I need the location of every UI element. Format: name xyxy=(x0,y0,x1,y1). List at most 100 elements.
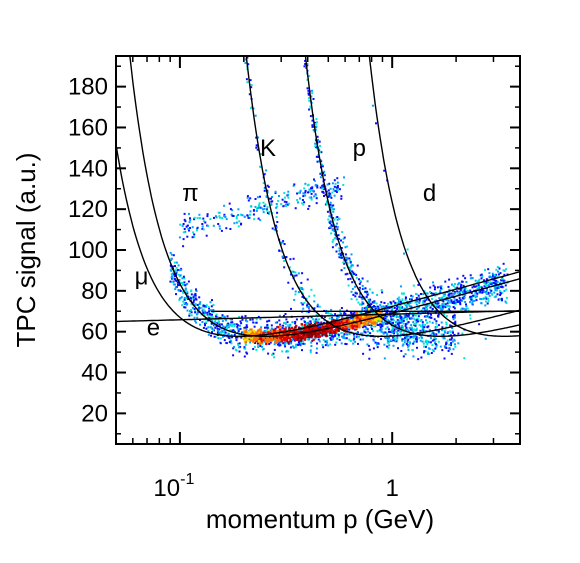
density-point xyxy=(237,324,239,327)
density-core-point xyxy=(296,330,299,333)
density-point xyxy=(422,326,425,329)
density-point xyxy=(328,182,331,185)
density-point xyxy=(355,292,358,295)
density-point xyxy=(304,182,307,185)
density-point xyxy=(501,291,504,294)
density-point xyxy=(171,277,173,280)
density-point xyxy=(307,306,310,308)
density-point xyxy=(407,321,410,324)
density-point xyxy=(214,335,217,338)
density-point xyxy=(424,299,426,302)
density-point xyxy=(372,339,375,342)
density-core-point xyxy=(252,329,255,333)
density-core-point xyxy=(251,331,254,334)
density-point xyxy=(304,189,307,192)
density-point xyxy=(440,333,443,336)
density-point xyxy=(314,123,317,125)
density-point xyxy=(328,194,331,197)
density-point xyxy=(188,229,190,232)
density-point xyxy=(480,302,483,305)
density-core-point xyxy=(295,324,298,328)
density-point xyxy=(483,285,486,288)
density-core-point xyxy=(372,321,376,324)
density-point xyxy=(308,75,311,78)
density-point xyxy=(435,320,438,323)
density-point xyxy=(407,346,409,349)
density-point xyxy=(193,218,196,221)
density-point xyxy=(352,342,355,345)
density-point xyxy=(388,344,391,347)
density-point xyxy=(454,283,456,286)
density-point xyxy=(344,342,347,345)
density-point xyxy=(402,338,405,340)
density-point xyxy=(243,355,246,358)
density-point xyxy=(281,241,284,244)
density-point xyxy=(446,339,449,342)
density-point xyxy=(396,331,399,333)
density-point xyxy=(241,214,244,217)
density-point xyxy=(238,315,241,318)
density-core-point xyxy=(355,317,359,321)
density-point xyxy=(432,303,435,306)
density-core-point xyxy=(310,329,313,332)
density-point xyxy=(405,318,408,321)
density-core-point xyxy=(273,328,276,332)
density-point xyxy=(474,291,477,294)
density-point xyxy=(279,323,282,326)
density-point xyxy=(395,340,398,343)
density-point xyxy=(381,325,384,328)
density-core-point xyxy=(379,318,382,321)
density-point xyxy=(418,299,421,302)
density-point xyxy=(307,89,310,92)
density-point xyxy=(435,309,438,312)
density-point xyxy=(232,323,235,326)
density-core-point xyxy=(299,336,302,339)
density-core-point xyxy=(288,327,292,331)
density-point xyxy=(499,272,502,275)
density-core-point xyxy=(340,321,343,324)
density-point xyxy=(184,288,187,291)
density-point xyxy=(427,351,429,354)
density-point xyxy=(405,336,408,339)
density-point xyxy=(395,316,398,319)
density-point xyxy=(435,346,438,349)
density-point xyxy=(192,296,195,299)
density-point xyxy=(448,300,451,303)
density-core-point xyxy=(369,311,373,314)
density-point xyxy=(316,184,319,187)
density-point xyxy=(344,256,347,259)
density-point xyxy=(187,228,190,230)
density-point xyxy=(180,268,183,271)
density-point xyxy=(424,345,427,348)
density-point xyxy=(366,290,369,293)
density-point xyxy=(208,317,211,319)
density-point xyxy=(266,320,269,323)
density-point xyxy=(288,325,291,328)
density-point xyxy=(483,279,485,282)
density-point xyxy=(275,216,278,218)
density-point xyxy=(251,318,254,321)
density-point xyxy=(346,256,349,259)
density-core-point xyxy=(253,337,256,340)
density-core-point xyxy=(270,336,273,339)
density-point xyxy=(196,310,199,313)
density-point xyxy=(182,231,185,234)
density-point xyxy=(257,217,260,220)
density-point xyxy=(434,286,436,289)
density-point xyxy=(328,192,331,195)
density-point xyxy=(504,284,507,287)
density-point xyxy=(494,295,497,298)
density-point xyxy=(422,307,424,310)
density-point xyxy=(420,311,423,314)
density-point xyxy=(391,307,394,310)
density-point xyxy=(402,322,405,325)
density-point xyxy=(282,205,285,208)
density-point xyxy=(400,285,402,288)
density-point xyxy=(437,331,440,334)
density-point xyxy=(376,342,379,345)
density-point xyxy=(471,300,474,303)
density-point xyxy=(403,317,406,320)
density-point xyxy=(331,182,334,185)
density-point xyxy=(348,266,351,269)
